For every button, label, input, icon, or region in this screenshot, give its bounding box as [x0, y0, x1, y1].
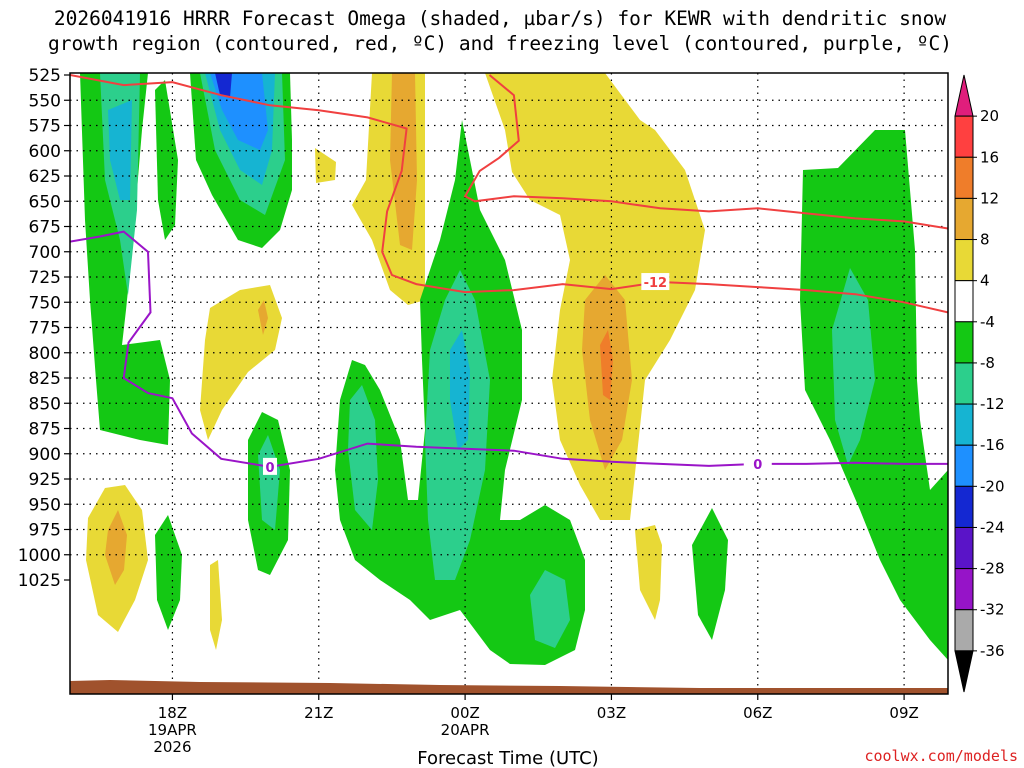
x-axis-title: Forecast Time (UTC) — [417, 748, 598, 768]
x-tick-label: 03Z — [597, 704, 626, 722]
x-tick-label: 09Z — [889, 704, 918, 722]
contour-line — [70, 74, 948, 314]
y-tick-label: 950 — [29, 495, 61, 515]
colorbar-swatch — [954, 650, 974, 693]
y-tick-label: 850 — [29, 394, 61, 414]
x-tick-label: 00Z — [450, 704, 479, 722]
x-tick-sublabel: 20APR — [441, 721, 490, 739]
colorbar-swatch — [954, 526, 974, 570]
colorbar: 20 16 12 8 4 -4 -8 -12 -16 -20 -24 -28 -32 -36 — [954, 74, 1005, 693]
colorbar-swatch — [954, 156, 974, 199]
isotherm-contours: -12 0 0 — [70, 74, 948, 476]
x-tick-sublabel: 2026 — [153, 738, 191, 756]
y-tick-label: 600 — [29, 142, 61, 162]
contour-label: -12 — [644, 276, 668, 291]
y-axis: 525 550 575 600 625 650 675 700 725 750 775 800 825 8… — [18, 66, 70, 591]
omega-region — [530, 570, 570, 648]
omega-region — [108, 100, 132, 200]
x-tick-label: 21Z — [304, 704, 333, 722]
colorbar-label: 20 — [980, 107, 999, 125]
title-line-2: growth region (contoured, red, ºC) and f… — [48, 32, 952, 55]
credit-text: coolwx.com/models — [864, 747, 1018, 765]
title-line-1: 2026041916 HRRR Forecast Omega (shaded, … — [53, 7, 947, 30]
contour-label: 0 — [265, 461, 274, 476]
x-tick-sublabel: 19APR — [148, 721, 197, 739]
y-tick-label: 775 — [29, 319, 61, 339]
y-tick-label: 825 — [29, 369, 61, 389]
y-tick-label: 925 — [29, 470, 61, 490]
colorbar-swatch — [954, 609, 974, 652]
colorbar-label: -16 — [980, 436, 1005, 454]
colorbar-label: 12 — [980, 189, 999, 207]
colorbar-label: -36 — [980, 642, 1005, 660]
colorbar-label: -4 — [980, 313, 995, 331]
omega-region — [258, 300, 268, 335]
y-tick-label: 750 — [29, 293, 61, 313]
colorbar-swatch — [954, 115, 974, 158]
contour-group: -12 0 0 — [70, 74, 948, 476]
colorbar-swatch — [954, 444, 974, 487]
colorbar-label: -20 — [980, 477, 1005, 495]
chart-title: 2026041916 HRRR Forecast Omega (shaded, … — [0, 6, 1000, 56]
omega-region — [800, 130, 948, 660]
terrain — [70, 680, 948, 694]
colorbar-swatch — [954, 321, 974, 364]
contour-line — [463, 74, 948, 230]
y-tick-label: 1025 — [18, 571, 61, 591]
y-tick-label: 875 — [29, 420, 61, 440]
contour-label-bg — [262, 457, 277, 475]
contour-label: 0 — [753, 458, 762, 473]
y-tick-label: 625 — [29, 167, 61, 187]
omega-region — [105, 510, 127, 585]
y-tick-label: 700 — [29, 243, 61, 263]
colorbar-label: -28 — [980, 560, 1005, 578]
omega-region — [155, 515, 182, 630]
omega-region — [210, 560, 222, 650]
omega-region — [692, 508, 728, 640]
colorbar-swatch — [954, 485, 974, 528]
omega-region — [832, 268, 875, 465]
x-tick-label: 18Z — [158, 704, 187, 722]
omega-region — [600, 330, 613, 400]
omega-region — [635, 525, 662, 620]
colorbar-swatch — [954, 362, 974, 405]
omega-shading — [80, 73, 948, 665]
y-tick-label: 975 — [29, 521, 61, 541]
contour-label-bg — [743, 454, 772, 472]
colorbar-label: 16 — [980, 148, 999, 166]
colorbar-label: 8 — [980, 231, 990, 249]
colorbar-label: -12 — [980, 395, 1005, 413]
colorbar-label: -24 — [980, 518, 1005, 536]
y-tick-label: 1000 — [18, 546, 61, 566]
omega-region — [348, 385, 378, 530]
colorbar-swatch — [954, 403, 974, 446]
colorbar-label: 4 — [980, 272, 990, 290]
colorbar-swatch — [954, 280, 974, 323]
colorbar-label: -32 — [980, 601, 1005, 619]
omega-region — [155, 80, 178, 240]
y-tick-label: 800 — [29, 344, 61, 364]
colorbar-swatch — [954, 197, 974, 241]
y-tick-label: 525 — [29, 66, 61, 86]
y-tick-label: 550 — [29, 91, 61, 111]
y-tick-label: 725 — [29, 268, 61, 288]
plot-frame — [69, 72, 949, 695]
contour-label-bg — [641, 273, 670, 291]
x-tick-label: 06Z — [743, 704, 772, 722]
colorbar-label: -8 — [980, 354, 995, 372]
y-tick-label: 675 — [29, 218, 61, 238]
omega-region — [215, 73, 232, 98]
y-tick-label: 650 — [29, 192, 61, 212]
y-tick-label: 900 — [29, 445, 61, 465]
omega-region — [315, 148, 336, 183]
y-tick-label: 575 — [29, 117, 61, 137]
colorbar-swatch — [954, 74, 974, 117]
colorbar-swatch — [954, 239, 974, 282]
colorbar-swatch — [954, 568, 974, 611]
